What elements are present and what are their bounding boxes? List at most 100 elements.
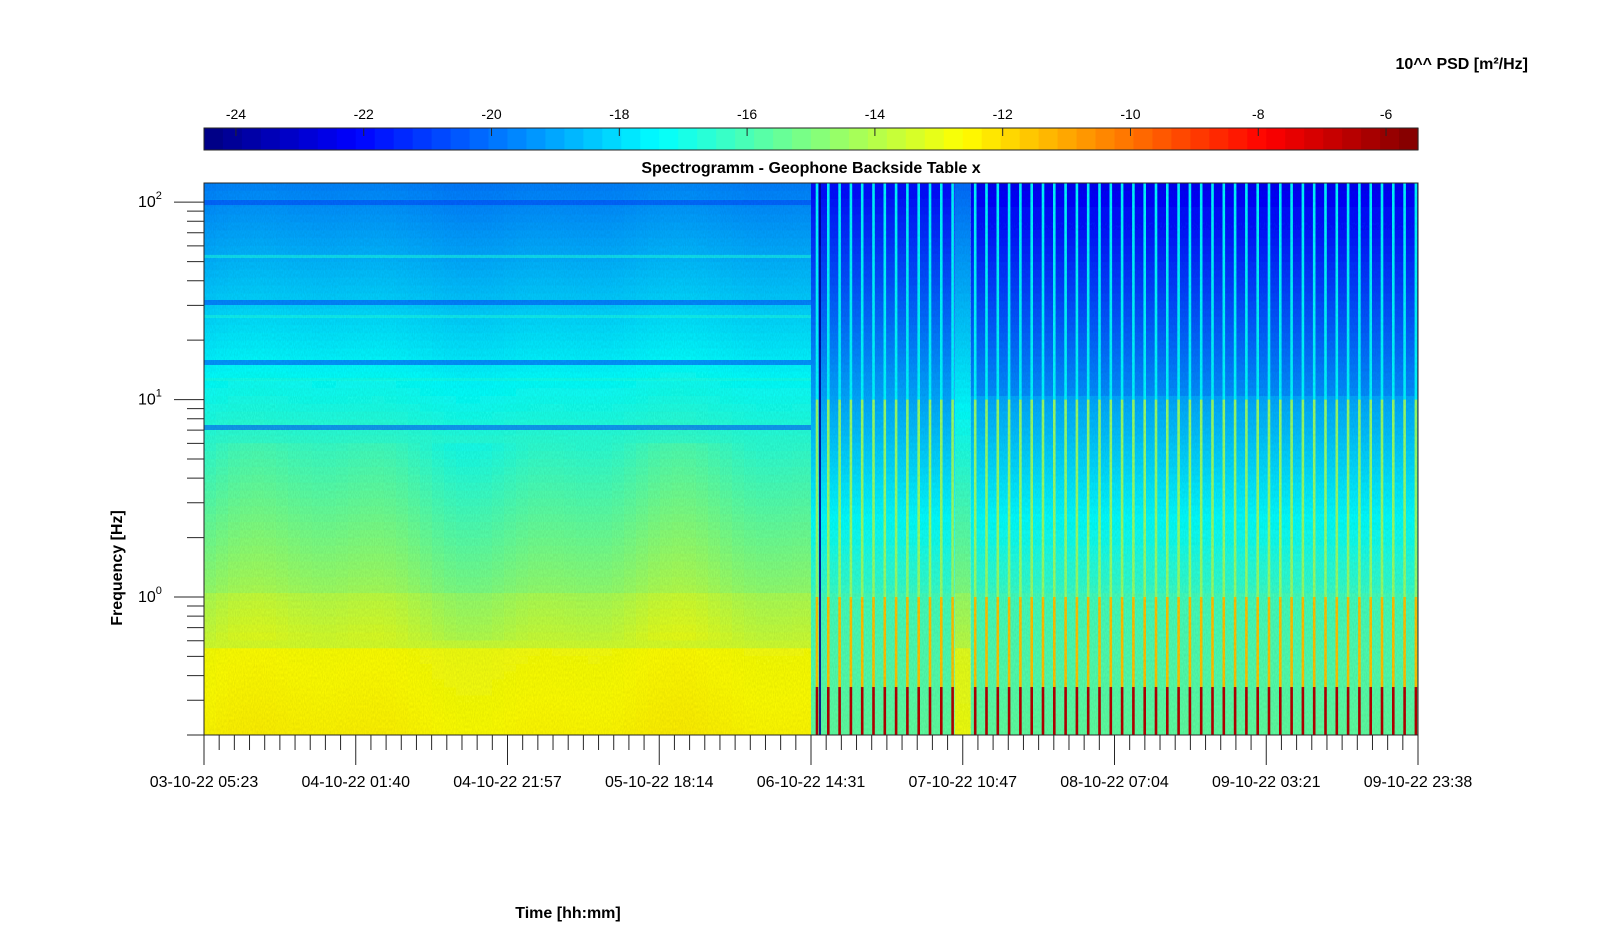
heatmap-cell	[420, 514, 432, 523]
heatmap-cell	[480, 616, 492, 626]
heatmap-cell	[312, 656, 324, 665]
heatmap-cell	[720, 222, 732, 231]
heatmap-stripe	[1177, 597, 1180, 688]
heatmap-cell	[372, 459, 384, 468]
heatmap-cell	[252, 569, 264, 578]
heatmap-cell	[954, 703, 971, 712]
heatmap-cell	[576, 679, 588, 689]
heatmap-cell	[492, 671, 504, 681]
heatmap-cell	[588, 537, 600, 547]
heatmap-cell	[216, 561, 228, 570]
heatmap-cell	[732, 522, 744, 531]
heatmap-cell	[252, 419, 264, 429]
heatmap-cell	[276, 324, 288, 334]
heatmap-cell	[288, 537, 300, 547]
heatmap-cell	[384, 664, 396, 673]
heatmap-cell	[684, 309, 696, 318]
heatmap-cell	[456, 719, 468, 728]
heatmap-cell	[600, 364, 612, 373]
heatmap-cell	[564, 261, 576, 271]
heatmap-cell	[492, 222, 504, 231]
heatmap-cell	[228, 293, 240, 302]
heatmap-cell	[216, 593, 228, 602]
heatmap-cell	[780, 545, 792, 555]
heatmap-cell	[276, 246, 288, 255]
heatmap-cell	[228, 277, 240, 287]
heatmap-cell	[552, 238, 564, 247]
heatmap-cell	[396, 537, 408, 547]
heatmap-stripe	[940, 183, 943, 400]
heatmap-cell	[744, 435, 756, 444]
heatmap-cell	[756, 285, 768, 294]
heatmap-cell	[396, 261, 408, 271]
heatmap-cell	[696, 277, 708, 287]
heatmap-cell	[276, 664, 288, 673]
heatmap-stripe	[1086, 399, 1090, 597]
heatmap-cell	[672, 443, 684, 452]
heatmap-cell	[540, 648, 552, 657]
heatmap-cell	[624, 364, 636, 373]
heatmap-cell	[264, 411, 276, 421]
heatmap-cell	[336, 585, 348, 594]
heatmap-cell	[528, 608, 540, 618]
heatmap-cell	[420, 600, 432, 610]
heatmap-cell	[600, 435, 612, 444]
heatmap-cell	[384, 403, 396, 413]
heatmap-cell	[216, 277, 228, 287]
heatmap-stripe	[849, 687, 853, 735]
heatmap-cell	[468, 522, 480, 531]
heatmap-cell	[600, 679, 612, 689]
heatmap-cell	[312, 727, 324, 735]
heatmap-cell	[696, 671, 708, 681]
heatmap-cell	[636, 537, 648, 547]
heatmap-cell	[264, 632, 276, 641]
heatmap-band	[204, 360, 811, 365]
heatmap-stripe	[838, 687, 841, 735]
heatmap-cell	[804, 388, 811, 397]
heatmap-cell	[792, 395, 804, 405]
heatmap-cell	[372, 648, 384, 657]
colorbar-tick-label: -14	[865, 106, 885, 122]
heatmap-cell	[240, 695, 252, 705]
heatmap-cell	[600, 309, 612, 318]
heatmap-cell	[792, 537, 804, 547]
heatmap-cell	[372, 183, 384, 192]
heatmap-cell	[564, 419, 576, 429]
heatmap-cell	[696, 214, 708, 224]
heatmap-cell	[288, 569, 300, 578]
heatmap-cell	[970, 537, 1418, 547]
heatmap-cell	[480, 656, 492, 665]
heatmap-cell	[684, 553, 696, 563]
heatmap-cell	[528, 380, 540, 389]
heatmap-cell	[708, 246, 720, 255]
colorbar-swatch	[355, 128, 376, 150]
heatmap-cell	[276, 522, 288, 531]
heatmap-cell	[372, 632, 384, 641]
heatmap-cell	[300, 522, 312, 531]
heatmap-cell	[792, 301, 804, 310]
heatmap-cell	[444, 561, 456, 570]
heatmap-cell	[708, 403, 720, 413]
heatmap-cell	[264, 285, 276, 294]
heatmap-stripe	[1030, 183, 1033, 400]
heatmap-cell	[204, 695, 216, 705]
heatmap-cell	[684, 443, 696, 452]
heatmap-cell	[420, 490, 432, 500]
heatmap-cell	[624, 269, 636, 279]
heatmap-cell	[684, 332, 696, 342]
heatmap-cell	[612, 183, 624, 192]
heatmap-cell	[228, 648, 240, 657]
heatmap-cell	[804, 529, 811, 539]
heatmap-cell	[811, 332, 955, 342]
heatmap-cell	[811, 727, 955, 735]
heatmap-cell	[576, 514, 588, 523]
heatmap-cell	[432, 482, 444, 492]
heatmap-cell	[276, 364, 288, 373]
heatmap-cell	[954, 679, 971, 689]
heatmap-cell	[384, 253, 396, 263]
heatmap-cell	[288, 490, 300, 500]
heatmap-cell	[468, 435, 480, 444]
colorbar-swatch	[1133, 128, 1154, 150]
heatmap-cell	[732, 190, 744, 200]
heatmap-stripe	[1380, 687, 1384, 735]
